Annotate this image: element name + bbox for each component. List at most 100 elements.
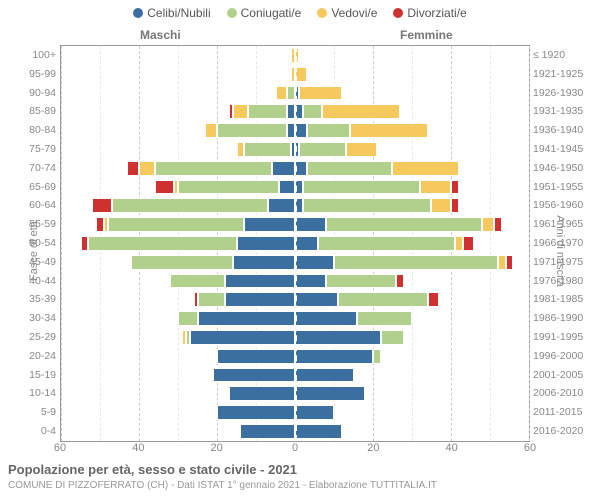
- seg-vedovi: [455, 236, 463, 251]
- seg-celibi: [225, 274, 295, 289]
- bar-male: [61, 330, 295, 345]
- celibi-swatch: [133, 8, 143, 18]
- bar-male: [61, 292, 295, 307]
- birth-label: 1986-1990: [533, 311, 591, 326]
- seg-divorziati: [494, 217, 502, 232]
- seg-coniugati: [299, 142, 346, 157]
- bar-male: [61, 236, 295, 251]
- seg-divorziati: [155, 180, 174, 195]
- vedovi-swatch: [317, 8, 327, 18]
- bar-male: [61, 161, 295, 176]
- seg-coniugati: [287, 86, 295, 101]
- seg-celibi: [217, 349, 295, 364]
- age-label: 5-9: [16, 405, 56, 420]
- header-males: Maschi: [140, 28, 181, 42]
- chart-title: Popolazione per età, sesso e stato civil…: [8, 462, 297, 477]
- bar-male: [61, 405, 295, 420]
- age-label: 90-94: [16, 86, 56, 101]
- bar-female: [295, 330, 529, 345]
- x-tick: 20: [211, 442, 223, 454]
- header-females: Femmine: [400, 28, 453, 42]
- seg-coniugati: [248, 104, 287, 119]
- seg-vedovi: [237, 142, 245, 157]
- seg-celibi: [217, 405, 295, 420]
- bar-male: [61, 198, 295, 213]
- seg-divorziati: [463, 236, 475, 251]
- seg-coniugati: [373, 349, 381, 364]
- x-tick: 20: [367, 442, 379, 454]
- seg-celibi: [295, 274, 326, 289]
- divorziati-swatch: [393, 8, 403, 18]
- age-label: 35-39: [16, 292, 56, 307]
- seg-celibi: [229, 386, 295, 401]
- seg-divorziati: [92, 198, 111, 213]
- seg-coniugati: [338, 292, 428, 307]
- seg-celibi: [295, 349, 373, 364]
- birth-label: 1931-1935: [533, 104, 591, 119]
- seg-vedovi: [431, 198, 450, 213]
- seg-vedovi: [350, 123, 428, 138]
- age-label: 40-44: [16, 274, 56, 289]
- bar-male: [61, 67, 295, 82]
- bar-female: [295, 161, 529, 176]
- seg-vedovi: [346, 142, 377, 157]
- seg-vedovi: [205, 123, 217, 138]
- x-tick: 60: [54, 442, 66, 454]
- birth-label: 1941-1945: [533, 142, 591, 157]
- coniugati-swatch: [227, 8, 237, 18]
- x-axis-ticks: 0202040406060: [60, 442, 530, 458]
- birth-label: 1936-1940: [533, 123, 591, 138]
- bar-male: [61, 368, 295, 383]
- seg-vedovi: [276, 86, 288, 101]
- bar-female: [295, 255, 529, 270]
- bar-female: [295, 142, 529, 157]
- seg-coniugati: [178, 180, 279, 195]
- bar-female: [295, 311, 529, 326]
- bar-female: [295, 386, 529, 401]
- bar-male: [61, 142, 295, 157]
- seg-celibi: [237, 236, 296, 251]
- x-tick: 60: [524, 442, 536, 454]
- birth-label: 2006-2010: [533, 386, 591, 401]
- age-label: 0-4: [16, 424, 56, 439]
- bar-male: [61, 217, 295, 232]
- age-label: 60-64: [16, 198, 56, 213]
- birth-label: 1996-2000: [533, 349, 591, 364]
- bar-male: [61, 48, 295, 63]
- seg-coniugati: [303, 104, 322, 119]
- seg-divorziati: [396, 274, 404, 289]
- birth-label: 1966-1970: [533, 236, 591, 251]
- seg-celibi: [295, 236, 318, 251]
- seg-coniugati: [244, 142, 291, 157]
- seg-coniugati: [112, 198, 268, 213]
- age-label: 70-74: [16, 161, 56, 176]
- birth-label: 1991-1995: [533, 330, 591, 345]
- bar-female: [295, 48, 529, 63]
- seg-celibi: [295, 217, 326, 232]
- seg-celibi: [190, 330, 295, 345]
- bar-male: [61, 349, 295, 364]
- bar-female: [295, 368, 529, 383]
- bar-female: [295, 424, 529, 439]
- seg-celibi: [287, 104, 295, 119]
- birth-label: 1946-1950: [533, 161, 591, 176]
- bar-female: [295, 405, 529, 420]
- seg-celibi: [295, 311, 357, 326]
- age-label: 10-14: [16, 386, 56, 401]
- bar-male: [61, 104, 295, 119]
- birth-label: 1951-1955: [533, 180, 591, 195]
- seg-vedovi: [498, 255, 506, 270]
- bar-female: [295, 292, 529, 307]
- seg-coniugati: [303, 198, 432, 213]
- seg-vedovi: [482, 217, 494, 232]
- seg-celibi: [295, 255, 334, 270]
- birth-label: 1981-1985: [533, 292, 591, 307]
- legend-item: Divorziati/e: [393, 6, 466, 20]
- bar-female: [295, 236, 529, 251]
- age-label: 75-79: [16, 142, 56, 157]
- legend-label: Coniugati/e: [241, 6, 302, 20]
- bar-female: [295, 274, 529, 289]
- seg-divorziati: [428, 292, 440, 307]
- seg-divorziati: [127, 161, 139, 176]
- age-label: 45-49: [16, 255, 56, 270]
